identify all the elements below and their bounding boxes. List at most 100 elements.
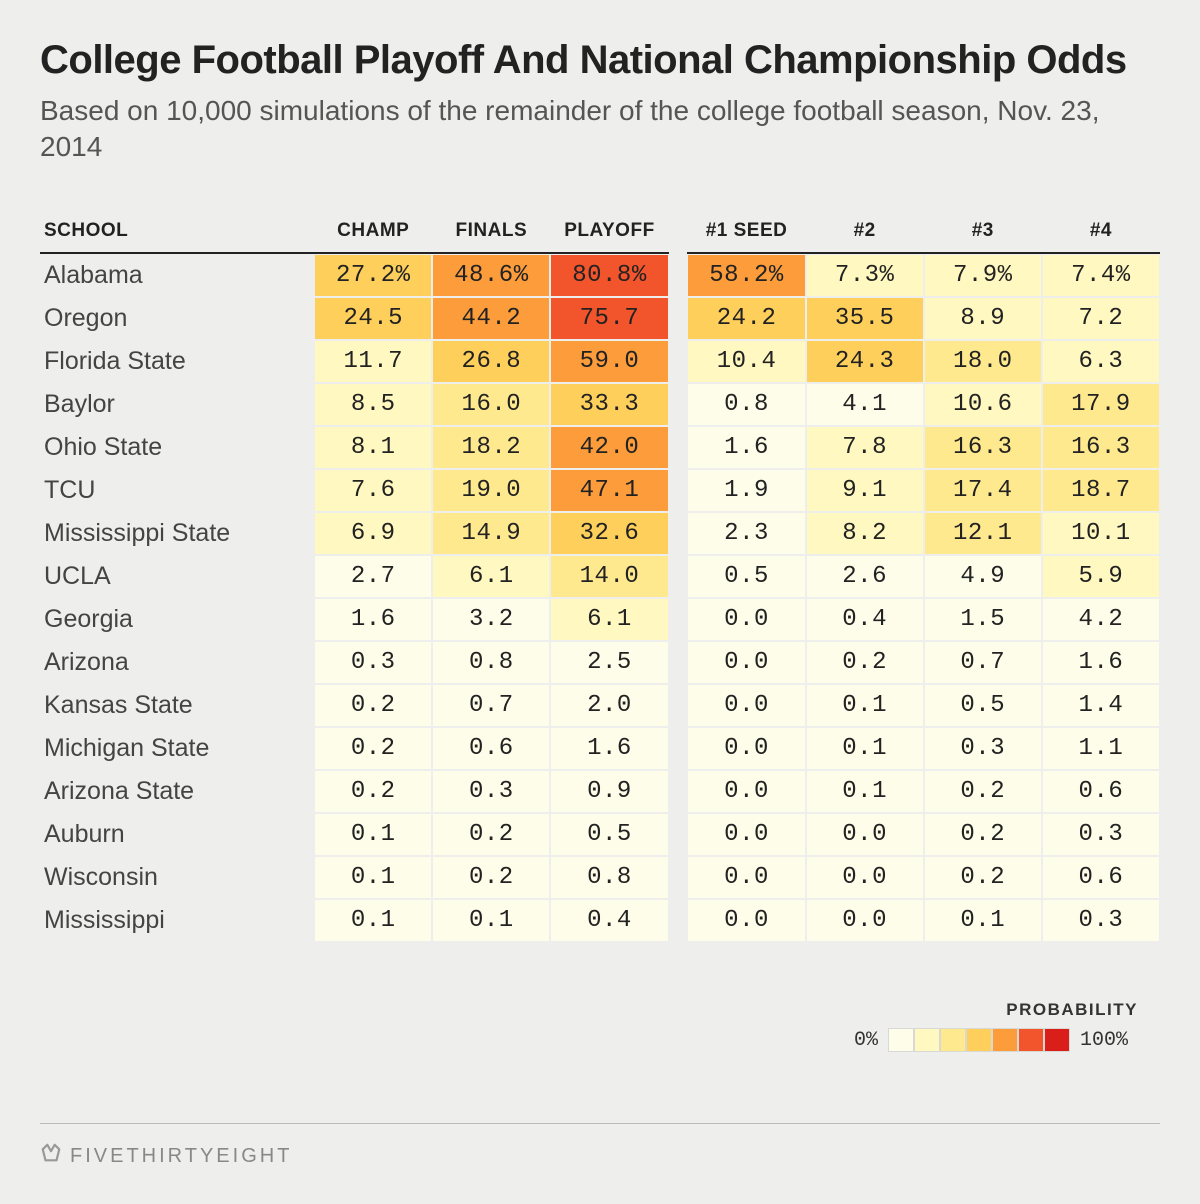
col-finals: FINALS bbox=[432, 212, 550, 254]
seed4-cell: 6.3 bbox=[1042, 340, 1160, 383]
school-cell: TCU bbox=[40, 469, 314, 512]
seed3-cell: 18.0 bbox=[924, 340, 1042, 383]
seed4-cell: 1.4 bbox=[1042, 684, 1160, 727]
gap-cell bbox=[669, 727, 688, 770]
table-row: Arizona State0.20.30.90.00.10.20.6 bbox=[40, 770, 1160, 813]
school-cell: Oregon bbox=[40, 297, 314, 340]
seed3-cell: 17.4 bbox=[924, 469, 1042, 512]
champ-cell: 24.5 bbox=[314, 297, 432, 340]
odds-table: SCHOOL CHAMP FINALS PLAYOFF #1 SEED #2 #… bbox=[40, 212, 1160, 942]
seed4-cell: 16.3 bbox=[1042, 426, 1160, 469]
finals-cell: 0.1 bbox=[432, 899, 550, 942]
seed3-cell: 16.3 bbox=[924, 426, 1042, 469]
seed3-cell: 7.9% bbox=[924, 254, 1042, 297]
col-seed1: #1 SEED bbox=[687, 212, 805, 254]
champ-cell: 0.1 bbox=[314, 899, 432, 942]
playoff-cell: 6.1 bbox=[550, 598, 668, 641]
seed4-cell: 7.2 bbox=[1042, 297, 1160, 340]
school-cell: Mississippi bbox=[40, 899, 314, 942]
seed3-cell: 0.1 bbox=[924, 899, 1042, 942]
table-row: Alabama27.2%48.6%80.8%58.2%7.3%7.9%7.4% bbox=[40, 254, 1160, 297]
school-cell: Alabama bbox=[40, 254, 314, 297]
legend-swatches bbox=[888, 1028, 1070, 1052]
seed1-cell: 0.0 bbox=[687, 684, 805, 727]
champ-cell: 8.5 bbox=[314, 383, 432, 426]
finals-cell: 19.0 bbox=[432, 469, 550, 512]
seed2-cell: 0.1 bbox=[806, 684, 924, 727]
playoff-cell: 1.6 bbox=[550, 727, 668, 770]
seed2-cell: 0.0 bbox=[806, 856, 924, 899]
school-cell: Arizona State bbox=[40, 770, 314, 813]
seed2-cell: 0.4 bbox=[806, 598, 924, 641]
gap-cell bbox=[669, 813, 688, 856]
legend-swatch bbox=[940, 1028, 966, 1052]
finals-cell: 0.3 bbox=[432, 770, 550, 813]
seed4-cell: 0.6 bbox=[1042, 770, 1160, 813]
seed1-cell: 2.3 bbox=[687, 512, 805, 555]
seed3-cell: 12.1 bbox=[924, 512, 1042, 555]
playoff-cell: 0.4 bbox=[550, 899, 668, 942]
school-cell: Auburn bbox=[40, 813, 314, 856]
school-cell: Wisconsin bbox=[40, 856, 314, 899]
seed2-cell: 0.1 bbox=[806, 727, 924, 770]
seed4-cell: 0.3 bbox=[1042, 899, 1160, 942]
gap-cell bbox=[669, 856, 688, 899]
finals-cell: 26.8 bbox=[432, 340, 550, 383]
gap-cell bbox=[669, 684, 688, 727]
school-cell: Georgia bbox=[40, 598, 314, 641]
school-cell: Ohio State bbox=[40, 426, 314, 469]
playoff-cell: 32.6 bbox=[550, 512, 668, 555]
seed2-cell: 0.2 bbox=[806, 641, 924, 684]
seed2-cell: 24.3 bbox=[806, 340, 924, 383]
seed2-cell: 7.8 bbox=[806, 426, 924, 469]
gap-cell bbox=[669, 641, 688, 684]
seed1-cell: 10.4 bbox=[687, 340, 805, 383]
legend-swatch bbox=[966, 1028, 992, 1052]
seed2-cell: 0.0 bbox=[806, 899, 924, 942]
col-gap bbox=[669, 212, 688, 254]
table-row: Mississippi0.10.10.40.00.00.10.3 bbox=[40, 899, 1160, 942]
finals-cell: 0.7 bbox=[432, 684, 550, 727]
finals-cell: 14.9 bbox=[432, 512, 550, 555]
legend-swatch bbox=[1044, 1028, 1070, 1052]
seed1-cell: 0.8 bbox=[687, 383, 805, 426]
table-row: Florida State11.726.859.010.424.318.06.3 bbox=[40, 340, 1160, 383]
champ-cell: 11.7 bbox=[314, 340, 432, 383]
table-row: TCU7.619.047.11.99.117.418.7 bbox=[40, 469, 1160, 512]
playoff-cell: 0.5 bbox=[550, 813, 668, 856]
school-cell: Michigan State bbox=[40, 727, 314, 770]
table-row: Wisconsin0.10.20.80.00.00.20.6 bbox=[40, 856, 1160, 899]
seed4-cell: 1.6 bbox=[1042, 641, 1160, 684]
champ-cell: 0.1 bbox=[314, 856, 432, 899]
gap-cell bbox=[669, 598, 688, 641]
col-seed2: #2 bbox=[806, 212, 924, 254]
champ-cell: 2.7 bbox=[314, 555, 432, 598]
school-cell: Kansas State bbox=[40, 684, 314, 727]
playoff-cell: 75.7 bbox=[550, 297, 668, 340]
legend-swatch bbox=[1018, 1028, 1044, 1052]
table-row: Baylor8.516.033.30.84.110.617.9 bbox=[40, 383, 1160, 426]
col-seed3: #3 bbox=[924, 212, 1042, 254]
seed1-cell: 1.9 bbox=[687, 469, 805, 512]
seed2-cell: 9.1 bbox=[806, 469, 924, 512]
seed1-cell: 0.0 bbox=[687, 727, 805, 770]
playoff-cell: 59.0 bbox=[550, 340, 668, 383]
seed3-cell: 8.9 bbox=[924, 297, 1042, 340]
playoff-cell: 47.1 bbox=[550, 469, 668, 512]
seed2-cell: 7.3% bbox=[806, 254, 924, 297]
gap-cell bbox=[669, 555, 688, 598]
seed3-cell: 0.7 bbox=[924, 641, 1042, 684]
playoff-cell: 42.0 bbox=[550, 426, 668, 469]
gap-cell bbox=[669, 469, 688, 512]
table-row: Georgia1.63.26.10.00.41.54.2 bbox=[40, 598, 1160, 641]
finals-cell: 3.2 bbox=[432, 598, 550, 641]
seed1-cell: 58.2% bbox=[687, 254, 805, 297]
seed3-cell: 1.5 bbox=[924, 598, 1042, 641]
seed3-cell: 0.2 bbox=[924, 856, 1042, 899]
legend-min: 0% bbox=[854, 1029, 878, 1052]
finals-cell: 0.6 bbox=[432, 727, 550, 770]
gap-cell bbox=[669, 383, 688, 426]
table-row: Kansas State0.20.72.00.00.10.51.4 bbox=[40, 684, 1160, 727]
gap-cell bbox=[669, 426, 688, 469]
champ-cell: 0.1 bbox=[314, 813, 432, 856]
